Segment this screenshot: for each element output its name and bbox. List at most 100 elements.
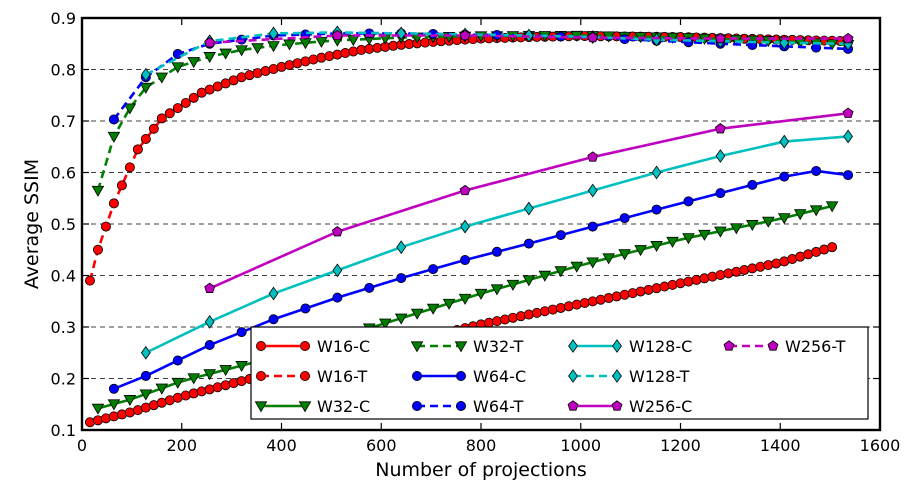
data-point [459,184,471,196]
data-point [507,312,518,323]
data-point [579,298,590,309]
legend-label: W256-C [629,397,692,416]
data-point [603,293,614,304]
legend-label: W64-T [473,397,523,416]
data-point [204,37,216,48]
data-point [108,114,119,125]
data-point [204,314,215,329]
data-point [682,233,695,245]
data-point [394,313,408,325]
data-point [172,355,183,366]
legend-marker [255,370,266,381]
legend-item: W64-T [411,397,523,416]
data-point [84,275,95,286]
data-point [635,286,646,297]
data-point [714,226,727,238]
data-point [699,273,710,284]
data-point [523,201,534,216]
legend: W16-C W16-T W32-C W32-T W64-C W64-T W128-C W128… [250,326,869,420]
x-tick-label: 600 [366,436,397,455]
data-point [666,236,679,248]
legend-label: W64-C [473,367,526,386]
data-point [283,39,296,51]
data-point [187,57,201,69]
y-tick-label: 0.3 [51,318,76,337]
data-point [348,46,359,57]
data-point [570,261,584,273]
data-point [842,107,854,118]
legend-marker [567,400,579,411]
data-point [219,48,232,60]
data-point [155,72,169,84]
data-point [634,245,647,257]
data-point [522,275,536,287]
y-tick-label: 0.9 [51,9,76,28]
data-point [739,265,750,276]
data-point [426,303,440,315]
data-point [842,32,854,44]
data-point [587,151,599,162]
data-point [155,383,169,395]
data-point [651,204,662,215]
data-point [100,221,111,232]
data-point [643,284,654,295]
data-point [180,97,191,108]
data-point [715,188,726,199]
data-point [515,311,526,322]
legend-item: W256-C [567,397,692,416]
data-point [324,51,335,62]
data-point [116,180,127,191]
data-point [236,327,247,338]
series-line [113,169,849,391]
data-point [459,29,471,41]
axes: 0 200 400 600 800 1000 1200 1400 1600 0.1 0.2 0.3 0.… [51,9,901,455]
legend-marker [454,341,468,353]
legend-marker [455,400,466,411]
series-w256-c [204,107,854,293]
data-point [714,32,726,44]
legend-marker [767,340,779,351]
data-point [235,361,248,373]
data-point [499,314,510,325]
series-line [209,34,849,45]
data-point [761,216,775,228]
data-point [107,131,121,143]
data-point [547,304,558,315]
data-point [587,296,598,307]
legend-marker [299,370,310,381]
data-point [156,113,167,124]
data-point [148,123,159,134]
data-point [171,62,185,74]
data-point [779,134,790,149]
legend-marker [612,339,622,353]
data-point [667,279,678,290]
data-point [474,288,488,300]
legend-marker [568,369,578,383]
legend-marker [299,340,310,351]
data-point [825,201,839,213]
data-point [458,293,472,305]
legend-label: W32-C [317,397,370,416]
series-line [112,32,849,121]
data-point [651,165,662,180]
data-point [523,309,534,320]
data-point [300,303,311,314]
data-point [595,294,606,305]
data-point [691,274,702,285]
data-point [730,223,743,235]
data-point [602,253,615,265]
data-point [779,171,790,182]
series-line [145,135,849,354]
data-point [188,92,199,103]
data-point [140,134,151,145]
data-point [124,162,135,173]
data-point [268,26,279,41]
x-tick-label: 200 [166,436,197,455]
data-point [164,108,175,119]
data-point [460,255,471,266]
data-point [715,149,726,163]
data-point [140,370,151,381]
data-point [491,246,502,257]
legend-marker [254,401,268,413]
